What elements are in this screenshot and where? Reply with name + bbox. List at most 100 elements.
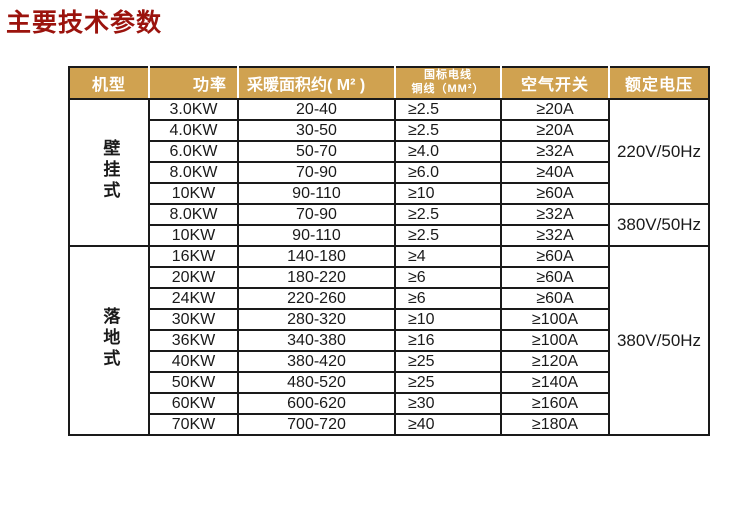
model-group-label: 壁挂式 — [100, 138, 120, 202]
model-group-floor-standing: 落地式 — [68, 245, 150, 436]
breaker-cell: ≥60A — [500, 182, 610, 205]
area-cell: 480-520 — [237, 371, 396, 394]
table-row: 10KW 90-110 ≥10 ≥60A — [69, 182, 709, 205]
page-title: 主要技术参数 — [6, 9, 163, 37]
table-header: 机型 功率 采暖面积约( M² ) 国标电线 铜线（MM²） 空气开关 额定电压 — [68, 66, 710, 100]
breaker-cell: ≥32A — [500, 203, 610, 226]
voltage-group-380v-wall: 380V/50Hz — [608, 203, 710, 247]
spec-table: 机型 功率 采暖面积约( M² ) 国标电线 铜线（MM²） 空气开关 额定电压… — [68, 66, 710, 436]
breaker-cell: ≥40A — [500, 161, 610, 184]
area-cell: 280-320 — [237, 308, 396, 331]
wire-cell: ≥2.5 — [394, 98, 502, 121]
area-cell: 20-40 — [237, 98, 396, 121]
breaker-cell: ≥160A — [500, 392, 610, 415]
wire-cell: ≥10 — [394, 182, 502, 205]
area-cell: 180-220 — [237, 266, 396, 289]
area-cell: 600-620 — [237, 392, 396, 415]
area-cell: 70-90 — [237, 203, 396, 226]
wire-header-line1: 国标电线 — [424, 69, 472, 82]
power-cell: 8.0KW — [148, 203, 239, 226]
table-row: 20KW 180-220 ≥6 ≥60A — [69, 266, 709, 289]
col-header-area: 采暖面积约( M² ) — [237, 66, 396, 100]
voltage-group-220v: 220V/50Hz — [608, 98, 710, 205]
table-row: 6.0KW 50-70 ≥4.0 ≥32A — [69, 140, 709, 163]
col-header-model: 机型 — [68, 66, 150, 100]
model-group-wall-mounted: 壁挂式 — [68, 98, 150, 247]
area-cell: 90-110 — [237, 182, 396, 205]
area-cell: 70-90 — [237, 161, 396, 184]
area-cell: 220-260 — [237, 287, 396, 310]
col-header-power: 功率 — [148, 66, 239, 100]
power-cell: 70KW — [148, 413, 239, 436]
power-cell: 3.0KW — [148, 98, 239, 121]
area-cell: 140-180 — [237, 245, 396, 268]
area-cell: 90-110 — [237, 224, 396, 247]
breaker-cell: ≥100A — [500, 329, 610, 352]
table-row: 壁挂式 3.0KW 20-40 ≥2.5 ≥20A 220V/50Hz — [68, 98, 710, 247]
power-cell: 16KW — [148, 245, 239, 268]
wire-header-line2: 铜线（MM²） — [411, 83, 485, 95]
table-row: 10KW 90-110 ≥2.5 ≥32A — [69, 224, 709, 247]
area-cell: 30-50 — [237, 119, 396, 142]
power-cell: 10KW — [148, 182, 239, 205]
area-cell: 380-420 — [237, 350, 396, 373]
breaker-cell: ≥120A — [500, 350, 610, 373]
power-cell: 10KW — [148, 224, 239, 247]
area-cell: 700-720 — [237, 413, 396, 436]
breaker-cell: ≥60A — [500, 245, 610, 268]
table-row: 落地式 16KW 140-180 ≥4 ≥60A 380V/50Hz — [68, 245, 710, 436]
header-row: 机型 功率 采暖面积约( M² ) 国标电线 铜线（MM²） 空气开关 额定电压 — [68, 66, 710, 100]
area-cell: 340-380 — [237, 329, 396, 352]
breaker-cell: ≥32A — [500, 224, 610, 247]
table-row: 50KW 480-520 ≥25 ≥140A — [69, 371, 709, 394]
wire-cell: ≥6 — [394, 266, 502, 289]
power-cell: 36KW — [148, 329, 239, 352]
power-cell: 24KW — [148, 287, 239, 310]
table-row: 8.0KW 70-90 ≥6.0 ≥40A — [69, 161, 709, 184]
wire-cell: ≥10 — [394, 308, 502, 331]
col-header-wire: 国标电线 铜线（MM²） — [394, 66, 502, 100]
wire-cell: ≥6 — [394, 287, 502, 310]
table-row: 4.0KW 30-50 ≥2.5 ≥20A — [69, 119, 709, 142]
power-cell: 20KW — [148, 266, 239, 289]
area-cell: 50-70 — [237, 140, 396, 163]
wire-cell: ≥4.0 — [394, 140, 502, 163]
power-cell: 4.0KW — [148, 119, 239, 142]
power-cell: 6.0KW — [148, 140, 239, 163]
breaker-cell: ≥20A — [500, 119, 610, 142]
wire-cell: ≥25 — [394, 350, 502, 373]
power-cell: 50KW — [148, 371, 239, 394]
voltage-group-380v-floor: 380V/50Hz — [608, 245, 710, 436]
breaker-cell: ≥20A — [500, 98, 610, 121]
table-row: 8.0KW 70-90 ≥2.5 ≥32A 380V/50Hz — [69, 203, 710, 247]
wire-cell: ≥2.5 — [394, 224, 502, 247]
col-header-voltage: 额定电压 — [608, 66, 710, 100]
wire-cell: ≥40 — [394, 413, 502, 436]
wire-cell: ≥2.5 — [394, 119, 502, 142]
col-header-breaker: 空气开关 — [500, 66, 610, 100]
table-row: 36KW 340-380 ≥16 ≥100A — [69, 329, 709, 352]
breaker-cell: ≥60A — [500, 266, 610, 289]
wire-cell: ≥4 — [394, 245, 502, 268]
table-row: 60KW 600-620 ≥30 ≥160A — [69, 392, 709, 415]
table-row: 40KW 380-420 ≥25 ≥120A — [69, 350, 709, 373]
wire-cell: ≥16 — [394, 329, 502, 352]
wire-cell: ≥2.5 — [394, 203, 502, 226]
breaker-cell: ≥32A — [500, 140, 610, 163]
breaker-cell: ≥140A — [500, 371, 610, 394]
wire-cell: ≥6.0 — [394, 161, 502, 184]
table-body: 壁挂式 3.0KW 20-40 ≥2.5 ≥20A 220V/50Hz 4.0K… — [68, 98, 710, 436]
breaker-cell: ≥100A — [500, 308, 610, 331]
wire-cell: ≥25 — [394, 371, 502, 394]
power-cell: 30KW — [148, 308, 239, 331]
wire-cell: ≥30 — [394, 392, 502, 415]
table-row: 70KW 700-720 ≥40 ≥180A — [69, 413, 709, 436]
power-cell: 8.0KW — [148, 161, 239, 184]
table-row: 30KW 280-320 ≥10 ≥100A — [69, 308, 709, 331]
power-cell: 60KW — [148, 392, 239, 415]
breaker-cell: ≥60A — [500, 287, 610, 310]
breaker-cell: ≥180A — [500, 413, 610, 436]
power-cell: 40KW — [148, 350, 239, 373]
table-row: 24KW 220-260 ≥6 ≥60A — [69, 287, 709, 310]
